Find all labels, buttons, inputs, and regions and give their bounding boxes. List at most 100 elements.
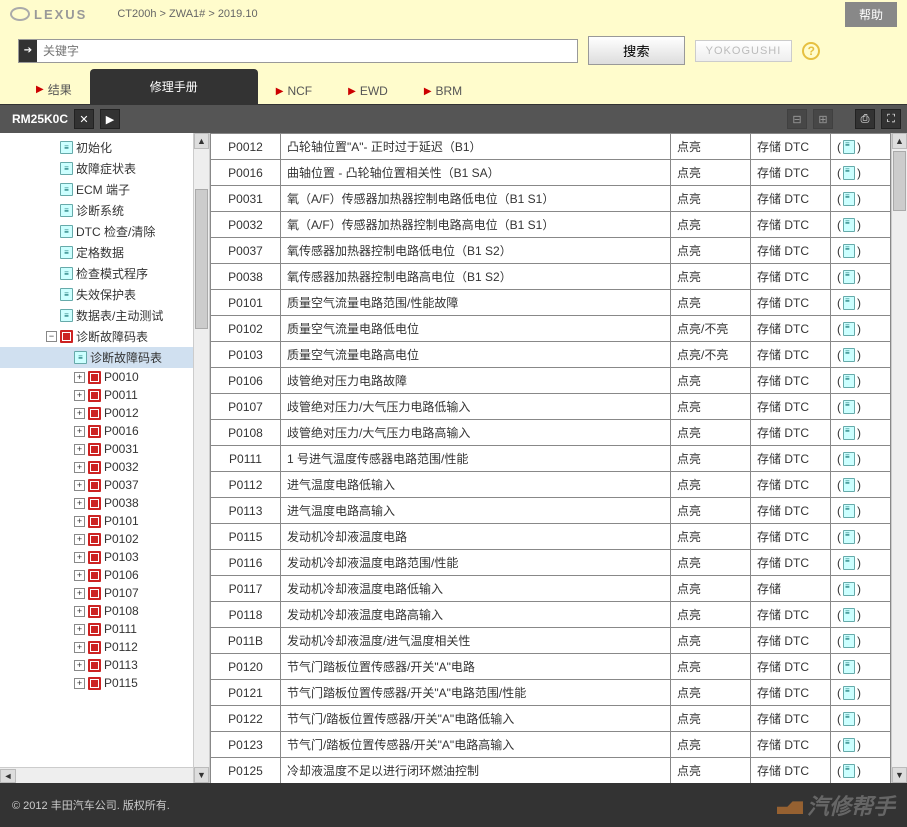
table-row[interactable]: P0016曲轴位置 - 凸轮轴位置相关性（B1 SA）点亮存储 DTC() [211,160,907,186]
tree-item[interactable]: 数据表/主动测试 [0,305,209,326]
table-row[interactable]: P0012凸轮轴位置"A"- 正时过于延迟（B1）点亮存储 DTC() [211,134,907,160]
dtc-link[interactable]: () [831,550,891,576]
tree-item-code[interactable]: +P0011 [0,386,209,404]
dtc-link[interactable]: () [831,576,891,602]
table-row[interactable]: P0037氧传感器加热器控制电路低电位（B1 S2）点亮存储 DTC() [211,238,907,264]
expand-toggle-icon[interactable]: + [74,678,85,689]
dtc-link[interactable]: () [831,446,891,472]
dtc-link[interactable]: () [831,706,891,732]
search-arrow-icon[interactable]: ➔ [19,40,37,62]
close-panel-button[interactable]: ✕ [74,109,94,129]
tree-item-code[interactable]: +P0012 [0,404,209,422]
tree-item[interactable]: 失效保护表 [0,284,209,305]
dtc-link[interactable]: () [831,732,891,758]
tree-item-code[interactable]: +P0113 [0,656,209,674]
expand-icon[interactable]: ⊞ [813,109,833,129]
breadcrumb[interactable]: CT200h > ZWA1# > 2019.10 [117,8,257,20]
expand-toggle-icon[interactable]: + [74,426,85,437]
tab-result[interactable]: ▶结果 [18,75,90,104]
expand-toggle-icon[interactable]: + [74,552,85,563]
scroll-thumb[interactable] [893,151,906,211]
scroll-thumb[interactable] [195,189,208,329]
table-row[interactable]: P0122节气门/踏板位置传感器/开关"A"电路低输入点亮存储 DTC() [211,706,907,732]
tree-item-code[interactable]: +P0037 [0,476,209,494]
table-row[interactable]: P0125冷却液温度不足以进行闭环燃油控制点亮存储 DTC() [211,758,907,784]
expand-toggle-icon[interactable]: + [74,642,85,653]
tree-item-code[interactable]: +P0038 [0,494,209,512]
table-row[interactable]: P0102质量空气流量电路低电位点亮/不亮存储 DTC() [211,316,907,342]
dtc-link[interactable]: () [831,316,891,342]
expand-toggle-icon[interactable]: + [74,462,85,473]
scroll-up-icon[interactable]: ▲ [194,133,209,149]
dtc-link[interactable]: () [831,420,891,446]
table-row[interactable]: P0112进气温度电路低输入点亮存储 DTC() [211,472,907,498]
table-row[interactable]: P0117发动机冷却液温度电路低输入点亮存储() [211,576,907,602]
expand-toggle-icon[interactable]: + [74,570,85,581]
expand-button[interactable]: ▶ [100,109,120,129]
tree-item-code[interactable]: +P0102 [0,530,209,548]
tree-item-code[interactable]: +P0111 [0,620,209,638]
expand-toggle-icon[interactable]: + [74,516,85,527]
dtc-link[interactable]: () [831,628,891,654]
sidebar-scrollbar[interactable]: ▲ ▼ [193,133,209,783]
tree-item-code[interactable]: +P0101 [0,512,209,530]
expand-toggle-icon[interactable]: + [74,444,85,455]
yokogushi-button[interactable]: YOKOGUSHI [695,40,793,62]
scroll-left-icon[interactable]: ◄ [0,769,16,783]
table-row[interactable]: P0101质量空气流量电路范围/性能故障点亮存储 DTC() [211,290,907,316]
dtc-link[interactable]: () [831,602,891,628]
expand-toggle-icon[interactable]: + [74,660,85,671]
table-row[interactable]: P0038氧传感器加热器控制电路高电位（B1 S2）点亮存储 DTC() [211,264,907,290]
table-row[interactable]: P011B发动机冷却液温度/进气温度相关性点亮存储 DTC() [211,628,907,654]
table-row[interactable]: P0106歧管绝对压力电路故障点亮存储 DTC() [211,368,907,394]
dtc-link[interactable]: () [831,238,891,264]
expand-toggle-icon[interactable]: + [74,498,85,509]
tab-brm[interactable]: ▶BRM [406,78,480,104]
dtc-link[interactable]: () [831,524,891,550]
help-button[interactable]: 帮助 [845,2,897,27]
expand-toggle-icon[interactable]: + [74,372,85,383]
dtc-link[interactable]: () [831,680,891,706]
dtc-link[interactable]: () [831,160,891,186]
table-row[interactable]: P0118发动机冷却液温度电路高输入点亮存储 DTC() [211,602,907,628]
tree-item-code[interactable]: +P0107 [0,584,209,602]
table-row[interactable]: P0115发动机冷却液温度电路点亮存储 DTC() [211,524,907,550]
table-row[interactable]: P0031氧（A/F）传感器加热器控制电路低电位（B1 S1）点亮存储 DTC(… [211,186,907,212]
expand-toggle-icon[interactable]: + [74,534,85,545]
dtc-link[interactable]: () [831,134,891,160]
table-row[interactable]: P0116发动机冷却液温度电路范围/性能点亮存储 DTC() [211,550,907,576]
dtc-link[interactable]: () [831,368,891,394]
search-input[interactable] [37,40,577,62]
table-row[interactable]: P0120节气门踏板位置传感器/开关"A"电路点亮存储 DTC() [211,654,907,680]
tree-item-code[interactable]: +P0016 [0,422,209,440]
tree-item[interactable]: 初始化 [0,137,209,158]
tree-item[interactable]: 故障症状表 [0,158,209,179]
table-row[interactable]: P01111 号进气温度传感器电路范围/性能点亮存储 DTC() [211,446,907,472]
expand-toggle-icon[interactable]: + [74,408,85,419]
tab-ewd[interactable]: ▶EWD [330,78,406,104]
dtc-link[interactable]: () [831,342,891,368]
scroll-up-icon[interactable]: ▲ [892,133,907,149]
tree-item-selected[interactable]: 诊断故障码表 [0,347,209,368]
print-button[interactable]: ⎙ [855,109,875,129]
content-scrollbar[interactable]: ▲ ▼ [891,133,907,783]
tree-item[interactable]: 检查模式程序 [0,263,209,284]
sidebar-hscroll[interactable]: ◄ ► [0,767,209,783]
tab-manual[interactable]: 修理手册 [90,69,258,104]
tree-item[interactable]: 定格数据 [0,242,209,263]
tree-item-code[interactable]: +P0032 [0,458,209,476]
table-row[interactable]: P0108歧管绝对压力/大气压力电路高输入点亮存储 DTC() [211,420,907,446]
dtc-link[interactable]: () [831,290,891,316]
tree-item-code[interactable]: +P0010 [0,368,209,386]
tab-ncf[interactable]: ▶NCF [258,78,330,104]
fullscreen-button[interactable]: ⛶ [881,109,901,129]
expand-toggle-icon[interactable]: + [74,588,85,599]
dtc-link[interactable]: () [831,394,891,420]
search-button[interactable]: 搜索 [588,36,685,65]
dtc-link[interactable]: () [831,472,891,498]
dtc-link[interactable]: () [831,758,891,784]
expand-toggle-icon[interactable]: + [74,624,85,635]
table-row[interactable]: P0103质量空气流量电路高电位点亮/不亮存储 DTC() [211,342,907,368]
expand-toggle-icon[interactable]: + [74,606,85,617]
help-icon[interactable]: ? [802,42,820,60]
